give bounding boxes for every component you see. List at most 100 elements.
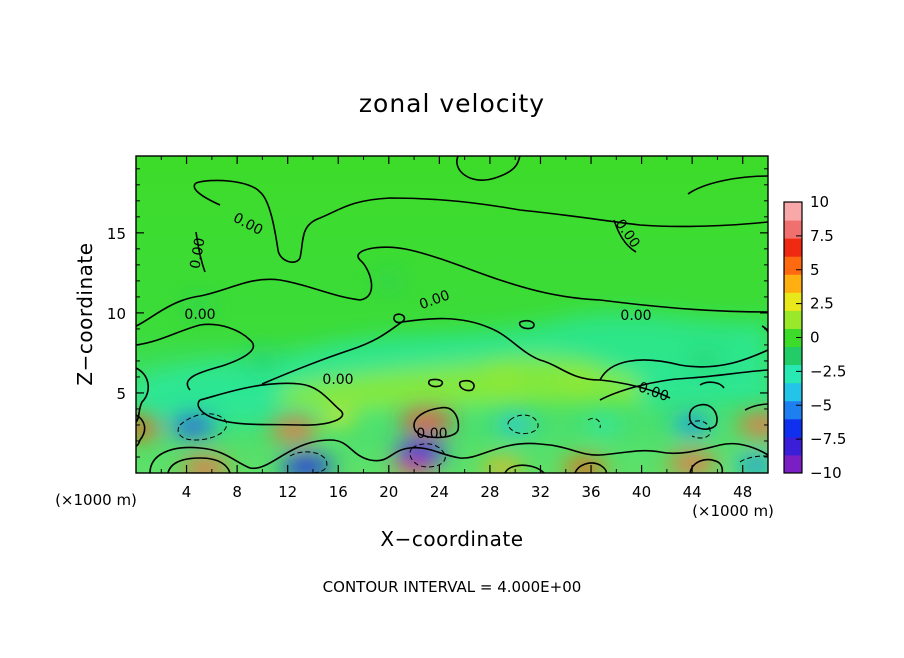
colorbar-label: −7.5 — [810, 430, 846, 448]
feature-blob-core — [136, 422, 152, 434]
x-tick-label: 12 — [278, 483, 297, 501]
contour-label: 0.00 — [184, 307, 215, 323]
x-tick-label: 28 — [480, 483, 499, 501]
feature-blob — [690, 353, 720, 368]
feature-blob-core — [748, 418, 768, 432]
x-tick-label: 48 — [733, 483, 752, 501]
contour-line — [167, 457, 231, 473]
contour-line — [136, 323, 255, 391]
y-axis-ticks: 5 10 15 — [107, 168, 768, 458]
colorbar-swatch — [784, 328, 802, 348]
x-unit-label: (×1000 m) — [692, 502, 774, 520]
colorbar-label: 10 — [810, 193, 829, 211]
y-axis-label: Z−coordinate — [73, 242, 97, 385]
colorbar-swatch — [784, 256, 802, 275]
feature-blob — [496, 415, 534, 434]
contour-line — [177, 413, 228, 441]
x-axis-label: X−coordinate — [380, 527, 523, 551]
colorbar-swatch — [784, 292, 802, 311]
contour-line — [149, 439, 768, 473]
colorbar-swatch — [784, 454, 802, 474]
x-tick-label: 16 — [329, 483, 348, 501]
x-tick-label: 20 — [379, 483, 398, 501]
y-tick-label: 10 — [107, 305, 126, 323]
contour-line — [689, 458, 724, 473]
contour-line — [413, 406, 460, 439]
colorbar-label: −2.5 — [810, 362, 846, 380]
colorbar-swatch — [784, 346, 802, 366]
contour-line — [574, 462, 608, 473]
feature-blob — [587, 416, 621, 433]
y-tick-label: 15 — [107, 225, 126, 243]
feature-blob-core — [281, 423, 307, 436]
x-tick-label: 44 — [683, 483, 702, 501]
contour-line — [687, 175, 768, 195]
x-tick-label: 24 — [430, 483, 449, 501]
feature-blob — [321, 408, 355, 425]
feature-blob — [248, 353, 277, 368]
feature-blob-core — [412, 415, 441, 429]
contour-line — [587, 417, 601, 429]
y-unit-label: (×1000 m) — [55, 491, 137, 509]
contour-line — [195, 179, 768, 263]
chart-title: zonal velocity — [359, 89, 545, 118]
colorbar-label: 0 — [810, 329, 820, 347]
colorbar-swatch — [784, 418, 802, 438]
contour-line — [613, 219, 637, 253]
contour-line — [456, 156, 521, 181]
contour-line — [518, 319, 535, 330]
feature-blob-core — [679, 457, 705, 470]
feature-blob — [483, 459, 522, 473]
colorbar-swatch — [784, 220, 802, 239]
contour-line — [136, 367, 149, 423]
x-tick-label: 40 — [632, 483, 651, 501]
contour-lines — [136, 156, 768, 473]
contour-label: 0.00 — [416, 426, 447, 442]
x-axis-ticks: 4 8 12 16 20 24 28 32 36 40 44 48 — [160, 156, 752, 501]
y-tick-label: 5 — [116, 385, 126, 403]
contour-line — [193, 182, 221, 206]
colorbar-label: 7.5 — [810, 227, 834, 245]
colorbar-label: 2.5 — [810, 295, 834, 313]
feature-blob — [564, 373, 593, 388]
contour-label: 0.00 — [620, 308, 651, 324]
colorbar: 10 7.5 5 2.5 0 −2.5 −5 −7.5 −10 — [783, 193, 846, 482]
plot-frame — [135, 155, 769, 474]
contour-line — [507, 414, 539, 435]
colorbar-swatch — [784, 310, 802, 329]
contour-label: 0.00 — [322, 372, 353, 388]
contour-line — [136, 246, 768, 327]
colorbar-label: 5 — [810, 261, 820, 279]
contour-line — [688, 403, 718, 430]
feature-blob-core — [743, 459, 767, 471]
contour-line — [393, 313, 406, 324]
contour-line — [427, 378, 444, 388]
colorbar-swatch — [784, 382, 802, 402]
x-tick-label: 32 — [531, 483, 550, 501]
colorbar-swatch — [784, 238, 802, 257]
contour-line — [409, 443, 446, 468]
feature-blobs — [136, 274, 768, 473]
colorbar-swatch — [784, 436, 802, 456]
feature-blob — [488, 369, 517, 384]
contour-line — [195, 231, 206, 273]
feature-blob-core — [180, 420, 206, 433]
feature-blob-core — [292, 459, 321, 473]
contour-line — [458, 379, 475, 392]
contour-line — [599, 349, 768, 381]
contour-line — [197, 382, 344, 426]
x-tick-label: 36 — [581, 483, 600, 501]
x-tick-label: 8 — [232, 483, 242, 501]
feature-blob — [187, 298, 212, 311]
contour-label: 0.00 — [187, 237, 208, 270]
colorbar-swatch — [784, 400, 802, 420]
contour-line — [687, 420, 711, 439]
colorbar-swatch — [784, 202, 802, 221]
feature-blob — [376, 274, 401, 287]
colorbar-label: −5 — [810, 396, 832, 414]
x-tick-label: 4 — [182, 483, 192, 501]
contour-line — [699, 381, 725, 389]
colorbar-swatch — [784, 274, 802, 293]
contour-line — [289, 451, 328, 473]
